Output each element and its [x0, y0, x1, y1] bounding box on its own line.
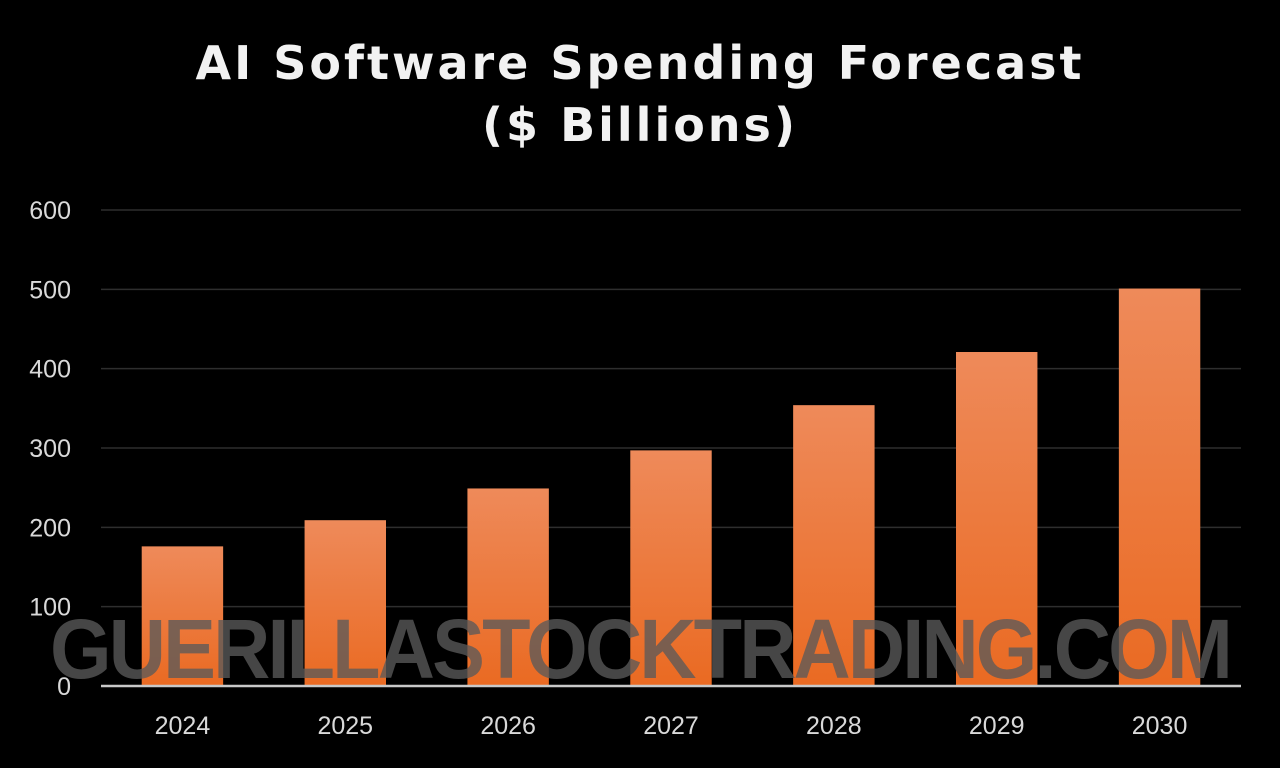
y-tick-label: 600: [29, 197, 71, 225]
bar-2026: [467, 488, 549, 686]
x-tick-label: 2028: [806, 712, 862, 740]
x-tick-label: 2029: [969, 712, 1025, 740]
y-tick-label: 200: [29, 514, 71, 542]
y-tick-label: 100: [29, 594, 71, 622]
y-axis-ticks: 0 100 200 300 400 500 600: [29, 197, 71, 701]
x-tick-label: 2024: [155, 712, 211, 740]
bar-2029: [956, 352, 1038, 686]
chart-title-line1: AI Software Spending Forecast: [195, 36, 1085, 90]
y-tick-label: 400: [29, 356, 71, 384]
y-tick-label: 0: [57, 673, 71, 701]
bars: [141, 288, 1201, 686]
x-tick-label: 2027: [643, 712, 699, 740]
chart-title: AI Software Spending Forecast ($ Billion…: [0, 32, 1280, 156]
bar-2025: [304, 520, 386, 686]
x-tick-label: 2030: [1132, 712, 1188, 740]
x-tick-label: 2025: [317, 712, 373, 740]
x-tick-label: 2026: [480, 712, 536, 740]
y-tick-label: 500: [29, 276, 71, 304]
bar-2024: [141, 546, 224, 686]
bar-2028: [793, 405, 875, 686]
bar-2027: [630, 450, 712, 686]
x-axis-ticks: 2024 2025 2026 2027 2028 2029 2030: [155, 712, 1188, 740]
bar-2030: [1118, 288, 1201, 686]
y-tick-label: 300: [29, 435, 71, 463]
watermark-text: GUERILLASTOCKTRADING.COM: [50, 602, 1230, 696]
chart-title-line2: ($ Billions): [482, 98, 798, 152]
